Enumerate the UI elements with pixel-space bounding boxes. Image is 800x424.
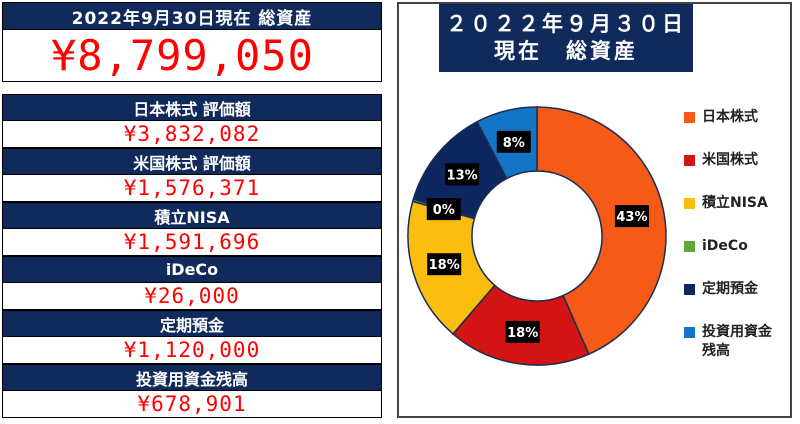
legend-item-japan-stocks: 日本株式 bbox=[684, 108, 758, 127]
svg-text:18%: 18% bbox=[429, 258, 460, 273]
legend-item-nisa: 積立NISA bbox=[684, 194, 768, 213]
item-value-ideco: ¥26,000 bbox=[2, 283, 382, 310]
item-label-japan-stocks: 日本株式 評価額 bbox=[2, 94, 382, 121]
legend-swatch bbox=[684, 241, 695, 252]
data-label-ideco: 0% bbox=[426, 198, 461, 221]
svg-text:43%: 43% bbox=[616, 210, 647, 225]
legend-swatch bbox=[684, 327, 695, 338]
item-label-nisa: 積立NISA bbox=[2, 202, 382, 229]
legend-label: 投資用資金 残高 bbox=[702, 324, 772, 359]
data-label-time-deposit: 13% bbox=[445, 163, 480, 186]
total-header-text: 2022年9月30日現在 総資産 bbox=[71, 8, 313, 29]
svg-text:0%: 0% bbox=[433, 203, 455, 218]
donut-slice-japan-stocks bbox=[536, 106, 667, 356]
legend-label: 米国株式 bbox=[702, 152, 758, 168]
chart-title-line1: ２０２２年９月３０日 bbox=[446, 12, 686, 36]
legend-item-us-stocks: 米国株式 bbox=[684, 151, 758, 170]
data-label-investment-cash: 8% bbox=[496, 130, 531, 153]
legend-swatch bbox=[684, 112, 695, 123]
item-label-time-deposit: 定期預金 bbox=[2, 310, 382, 337]
legend-swatch bbox=[684, 155, 695, 166]
item-value-investment-cash: ¥678,901 bbox=[2, 391, 382, 418]
legend-label: 積立NISA bbox=[702, 195, 768, 211]
total-value: ¥8,799,050 bbox=[2, 30, 382, 82]
legend-label: 定期預金 bbox=[702, 281, 758, 297]
legend-label: iDeCo bbox=[702, 238, 748, 254]
asset-breakdown: 日本株式 評価額 ¥3,832,082 米国株式 評価額 ¥1,576,371 … bbox=[2, 94, 382, 418]
item-value-nisa: ¥1,591,696 bbox=[2, 229, 382, 256]
data-label-nisa: 18% bbox=[427, 253, 462, 276]
svg-text:8%: 8% bbox=[503, 136, 525, 151]
svg-text:18%: 18% bbox=[507, 326, 538, 341]
data-label-us-stocks: 18% bbox=[505, 320, 540, 343]
item-value-us-stocks: ¥1,576,371 bbox=[2, 175, 382, 202]
legend-item-investment-cash: 投資用資金 残高 bbox=[684, 323, 772, 361]
legend-item-ideco: iDeCo bbox=[684, 237, 748, 256]
item-value-time-deposit: ¥1,120,000 bbox=[2, 337, 382, 364]
item-value-japan-stocks: ¥3,832,082 bbox=[2, 121, 382, 148]
legend-label: 日本株式 bbox=[702, 109, 758, 125]
legend-swatch bbox=[684, 284, 695, 295]
chart-title: ２０２２年９月３０日 現在 総資産 bbox=[439, 4, 693, 72]
total-value-text: ¥8,799,050 bbox=[51, 31, 314, 80]
svg-text:13%: 13% bbox=[447, 168, 478, 183]
legend-swatch bbox=[684, 198, 695, 209]
legend-item-time-deposit: 定期預金 bbox=[684, 280, 758, 299]
total-header: 2022年9月30日現在 総資産 bbox=[2, 2, 382, 30]
data-label-japan-stocks: 43% bbox=[614, 205, 649, 228]
item-label-ideco: iDeCo bbox=[2, 256, 382, 283]
chart-title-line2: 現在 総資産 bbox=[494, 39, 638, 63]
item-label-investment-cash: 投資用資金残高 bbox=[2, 364, 382, 391]
item-label-us-stocks: 米国株式 評価額 bbox=[2, 148, 382, 175]
